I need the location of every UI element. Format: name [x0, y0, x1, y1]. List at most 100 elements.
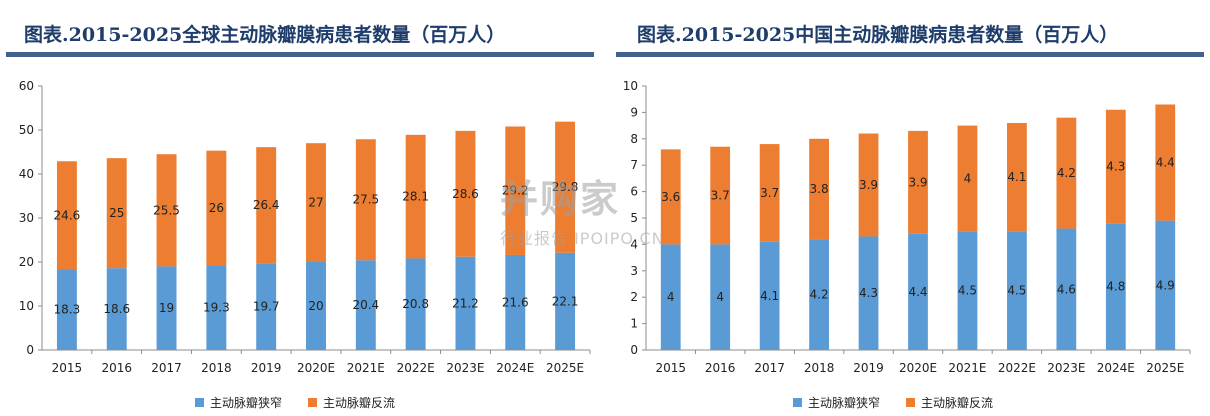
bar-reflux — [405, 134, 426, 259]
data-label-stenosis: 4.8 — [1106, 280, 1125, 294]
x-tick-label: 2023E — [1047, 361, 1085, 375]
chart-legend: 主动脉瓣狭窄 主动脉瓣反流 — [793, 394, 993, 411]
data-label-reflux: 4.4 — [1156, 156, 1175, 170]
legend-swatch-stenosis — [793, 398, 802, 407]
data-label-stenosis: 4.5 — [1007, 284, 1026, 298]
y-tick-label: 50 — [19, 123, 34, 137]
bar-reflux — [1007, 122, 1027, 232]
x-tick-label: 2025E — [546, 361, 584, 375]
y-tick-label: 0 — [26, 343, 34, 357]
data-label-stenosis: 20 — [308, 299, 323, 313]
bar-stenosis — [1056, 228, 1077, 350]
data-label-stenosis: 4.1 — [760, 289, 779, 303]
chart-title: 图表.2015-2025中国主动脉瓣膜病患者数量（百万人） — [637, 24, 1119, 46]
data-label-reflux: 3.9 — [859, 178, 878, 192]
bar-reflux — [1105, 109, 1126, 224]
legend-label-reflux: 主动脉瓣反流 — [323, 396, 396, 410]
data-label-stenosis: 4.6 — [1057, 282, 1076, 296]
bar-stenosis — [405, 258, 426, 350]
data-label-stenosis: 4.9 — [1156, 278, 1175, 292]
legend-item-stenosis: 主动脉瓣狭窄 — [793, 394, 880, 411]
bar-stenosis — [1007, 231, 1027, 350]
bar-stenosis — [660, 244, 681, 350]
data-label-stenosis: 18.3 — [54, 303, 81, 317]
y-tick-label: 7 — [630, 158, 638, 172]
x-tick-label: 2017 — [151, 361, 182, 375]
bar-stenosis — [908, 233, 928, 350]
data-label-stenosis: 4.2 — [810, 288, 829, 302]
bar-reflux — [1056, 117, 1077, 229]
bar-reflux — [256, 147, 277, 264]
bar-stenosis — [106, 268, 127, 350]
y-tick-label: 10 — [19, 299, 34, 313]
bar-stenosis — [156, 266, 177, 350]
y-tick-label: 4 — [630, 237, 638, 251]
x-tick-label: 2019 — [251, 361, 282, 375]
bar-reflux — [355, 139, 376, 261]
bar-reflux — [505, 126, 526, 255]
data-label-reflux: 3.7 — [711, 189, 730, 203]
china-stacked-bar-chart: 0 1 2 3 4 5 6 7 8 9 10 4 3.6 2015 4 3.7 2016 4.1 3.7 2017 4.… — [623, 79, 1191, 375]
chart-legend: 主动脉瓣狭窄 主动脉瓣反流 — [195, 394, 395, 411]
bar-reflux — [710, 146, 731, 245]
x-tick-label: 2021E — [948, 361, 986, 375]
y-tick-label: 6 — [630, 185, 638, 199]
x-tick-label: 2018 — [804, 361, 835, 375]
data-label-reflux: 29.8 — [552, 180, 579, 194]
bar-stenosis — [455, 256, 476, 350]
data-label-stenosis: 20.4 — [352, 298, 379, 312]
bar-reflux — [156, 154, 177, 267]
bar-reflux — [809, 138, 829, 240]
bar-stenosis — [256, 263, 277, 350]
data-label-reflux: 25.5 — [153, 203, 180, 217]
data-label-stenosis: 4.4 — [908, 285, 927, 299]
bar-stenosis — [1105, 223, 1126, 350]
x-tick-label: 2019 — [853, 361, 884, 375]
data-label-reflux: 25 — [109, 206, 124, 220]
bar-stenosis — [1155, 220, 1176, 350]
y-tick-label: 8 — [630, 132, 638, 146]
chart-title: 图表.2015-2025全球主动脉瓣膜病患者数量（百万人） — [24, 24, 506, 46]
legend-swatch-reflux — [308, 398, 318, 407]
legend-label-stenosis: 主动脉瓣狭窄 — [808, 396, 881, 410]
x-tick-label: 2015 — [655, 361, 686, 375]
data-label-reflux: 4.2 — [1057, 166, 1076, 180]
y-tick-label: 3 — [630, 264, 638, 278]
data-label-stenosis: 18.6 — [103, 302, 130, 316]
y-tick-label: 9 — [630, 105, 638, 119]
bar-stenosis — [957, 231, 978, 350]
x-tick-label: 2016 — [705, 361, 736, 375]
legend-swatch-stenosis — [195, 398, 204, 407]
bar-reflux — [908, 130, 928, 234]
bar-reflux — [306, 143, 326, 262]
data-label-reflux: 4 — [964, 171, 972, 185]
data-label-reflux: 27 — [308, 196, 323, 210]
bar-reflux — [759, 144, 780, 242]
data-label-reflux: 3.7 — [760, 186, 779, 200]
data-label-stenosis: 21.6 — [502, 295, 529, 309]
bar-stenosis — [759, 241, 780, 350]
x-tick-label: 2020E — [899, 361, 937, 375]
data-label-reflux: 26.4 — [253, 198, 280, 212]
legend-label-reflux: 主动脉瓣反流 — [921, 396, 994, 410]
x-tick-label: 2018 — [201, 361, 232, 375]
bar-stenosis — [809, 239, 829, 350]
data-label-reflux: 28.6 — [452, 187, 479, 201]
bar-reflux — [206, 150, 227, 266]
bar-reflux — [555, 121, 576, 253]
bar-stenosis — [355, 260, 376, 350]
bar-reflux — [56, 161, 77, 270]
bar-stenosis — [306, 262, 326, 350]
x-tick-label: 2023E — [446, 361, 484, 375]
data-label-reflux: 4.1 — [1007, 170, 1026, 184]
y-tick-label: 40 — [19, 167, 34, 181]
data-label-reflux: 3.8 — [810, 182, 829, 196]
bar-stenosis — [505, 254, 526, 350]
y-tick-label: 1 — [630, 317, 638, 331]
data-label-reflux: 4.3 — [1106, 160, 1125, 174]
bar-stenosis — [555, 252, 576, 350]
x-tick-label: 2021E — [347, 361, 385, 375]
bar-reflux — [455, 130, 476, 257]
data-label-stenosis: 4 — [716, 290, 724, 304]
data-label-stenosis: 4.3 — [859, 286, 878, 300]
